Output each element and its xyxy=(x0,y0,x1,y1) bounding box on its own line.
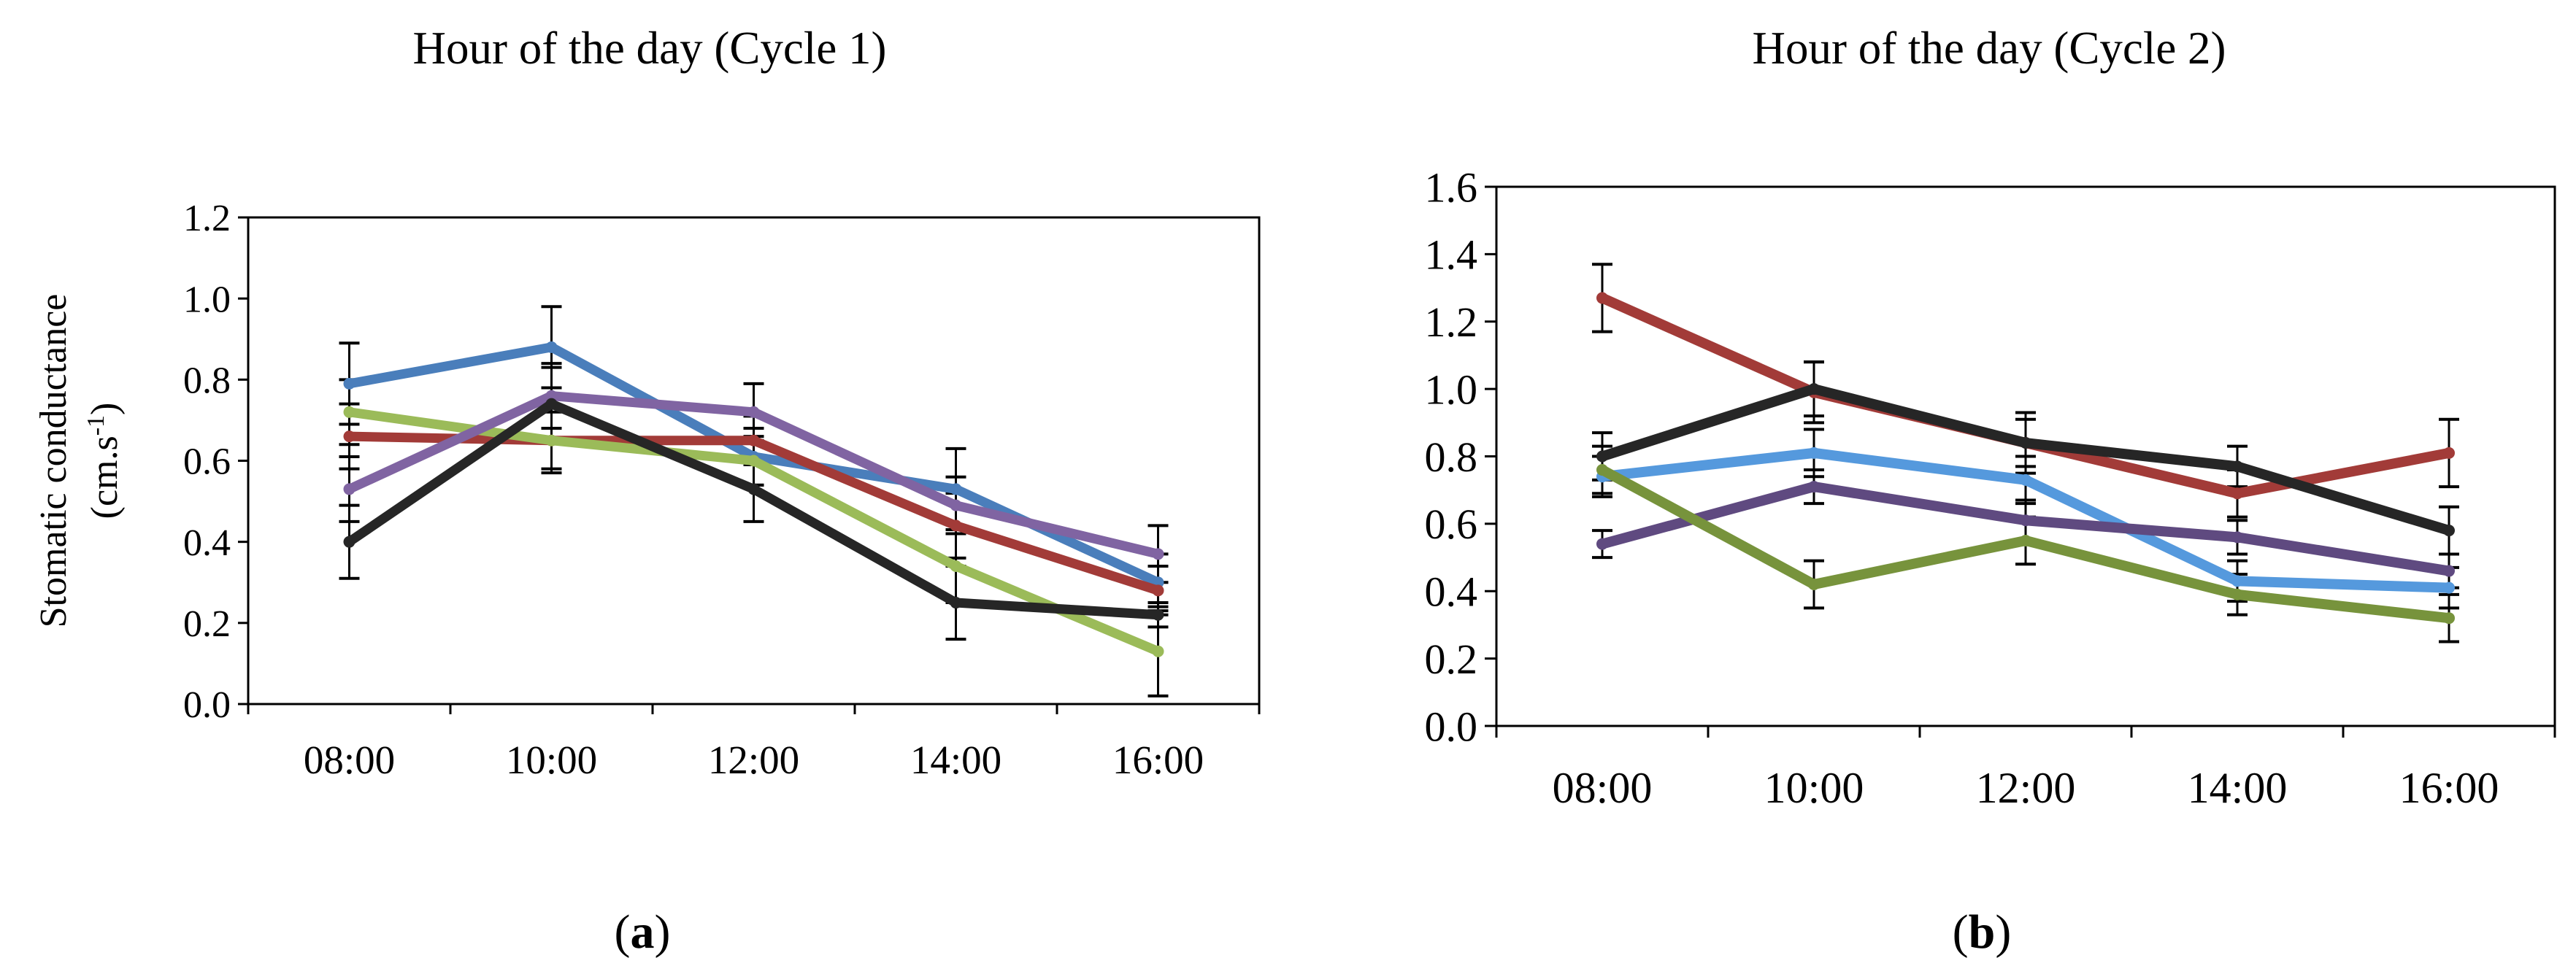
data-point xyxy=(2231,588,2243,600)
data-point xyxy=(1596,450,1608,463)
data-point xyxy=(545,398,558,410)
data-point xyxy=(2020,514,2031,527)
x-tick-label: 16:00 xyxy=(2399,764,2499,812)
y-axis-label: Stomatic conductance xyxy=(33,294,74,628)
y-axis-unit: (cm.s-1) xyxy=(82,403,126,519)
data-point xyxy=(2443,581,2455,594)
data-point xyxy=(747,455,760,467)
x-tick-label: 12:00 xyxy=(708,738,799,782)
data-point xyxy=(747,406,760,418)
chart-a: 0.0 0.2 0.4 0.6 0.8 1.0 1.2 08:00 10:00 12:00 14:0… xyxy=(33,198,1261,782)
panel-label-b: (b) xyxy=(1952,905,2012,959)
x-tick-label: 14:00 xyxy=(910,738,1001,782)
y-tick-label: 1.0 xyxy=(1425,366,1478,413)
chart-b: 0.0 0.2 0.4 0.6 0.8 1.0 1.2 1.4 1.6 08:00 10:00 12:… xyxy=(1425,163,2556,812)
data-point xyxy=(747,483,760,495)
data-point xyxy=(2020,437,2031,449)
data-point xyxy=(545,390,558,402)
data-point xyxy=(950,499,962,511)
data-point xyxy=(950,597,962,609)
x-tick-label: 12:00 xyxy=(1976,764,2076,812)
y-tick-label: 0.2 xyxy=(1425,635,1478,683)
y-tick-label: 0.4 xyxy=(1425,568,1478,616)
data-point xyxy=(343,430,355,443)
y-tick-label: 1.0 xyxy=(183,279,231,320)
data-point xyxy=(1152,608,1164,621)
x-tick-label: 08:00 xyxy=(304,738,395,782)
y-tick-label: 0.8 xyxy=(183,360,231,402)
data-point xyxy=(1808,481,1820,493)
x-tick-label: 10:00 xyxy=(506,738,597,782)
data-point xyxy=(2231,575,2243,587)
data-point xyxy=(1152,548,1164,560)
y-tick-label: 0.2 xyxy=(183,603,231,645)
x-tick-label: 10:00 xyxy=(1764,764,1864,812)
data-point xyxy=(747,434,760,447)
data-point xyxy=(2443,525,2455,537)
data-point xyxy=(950,560,962,573)
data-point xyxy=(343,483,355,495)
data-point xyxy=(1808,383,1820,395)
chart-a-title: Hour of the day (Cycle 1) xyxy=(412,23,887,74)
y-tick-label: 1.6 xyxy=(1425,163,1478,211)
chart-b-title: Hour of the day (Cycle 2) xyxy=(1752,23,2226,74)
data-point xyxy=(2231,460,2243,473)
data-point xyxy=(2443,612,2455,625)
data-point xyxy=(2020,534,2031,546)
data-point xyxy=(545,434,558,447)
data-point xyxy=(2231,531,2243,544)
y-tick-label: 0.0 xyxy=(1425,703,1478,750)
y-tick-label: 0.4 xyxy=(183,522,231,564)
data-point xyxy=(545,341,558,353)
data-point xyxy=(950,483,962,495)
y-tick-label: 0.6 xyxy=(183,441,231,483)
data-point xyxy=(1596,538,1608,550)
data-point xyxy=(1808,447,1820,459)
data-point xyxy=(2231,487,2243,500)
y-tick-label: 1.4 xyxy=(1425,231,1478,279)
data-point xyxy=(1152,584,1164,597)
x-tick-label: 14:00 xyxy=(2188,764,2288,812)
y-tick-label: 1.2 xyxy=(183,198,231,239)
data-point xyxy=(343,377,355,390)
x-tick-label: 16:00 xyxy=(1112,738,1204,782)
data-point xyxy=(1152,645,1164,657)
data-point xyxy=(1596,292,1608,304)
y-tick-label: 0.8 xyxy=(1425,433,1478,481)
data-point xyxy=(2020,474,2031,486)
panel-label-a: (a) xyxy=(614,905,671,959)
y-tick-label: 1.2 xyxy=(1425,298,1478,346)
data-point xyxy=(2443,447,2455,459)
x-tick-label: 08:00 xyxy=(1553,764,1653,812)
data-point xyxy=(343,406,355,418)
data-point xyxy=(1808,579,1820,591)
data-point xyxy=(343,536,355,548)
data-point xyxy=(1596,463,1608,476)
data-point xyxy=(950,519,962,532)
y-tick-label: 0.6 xyxy=(1425,500,1478,548)
y-tick-label: 0.0 xyxy=(183,684,231,726)
data-point xyxy=(2443,565,2455,577)
